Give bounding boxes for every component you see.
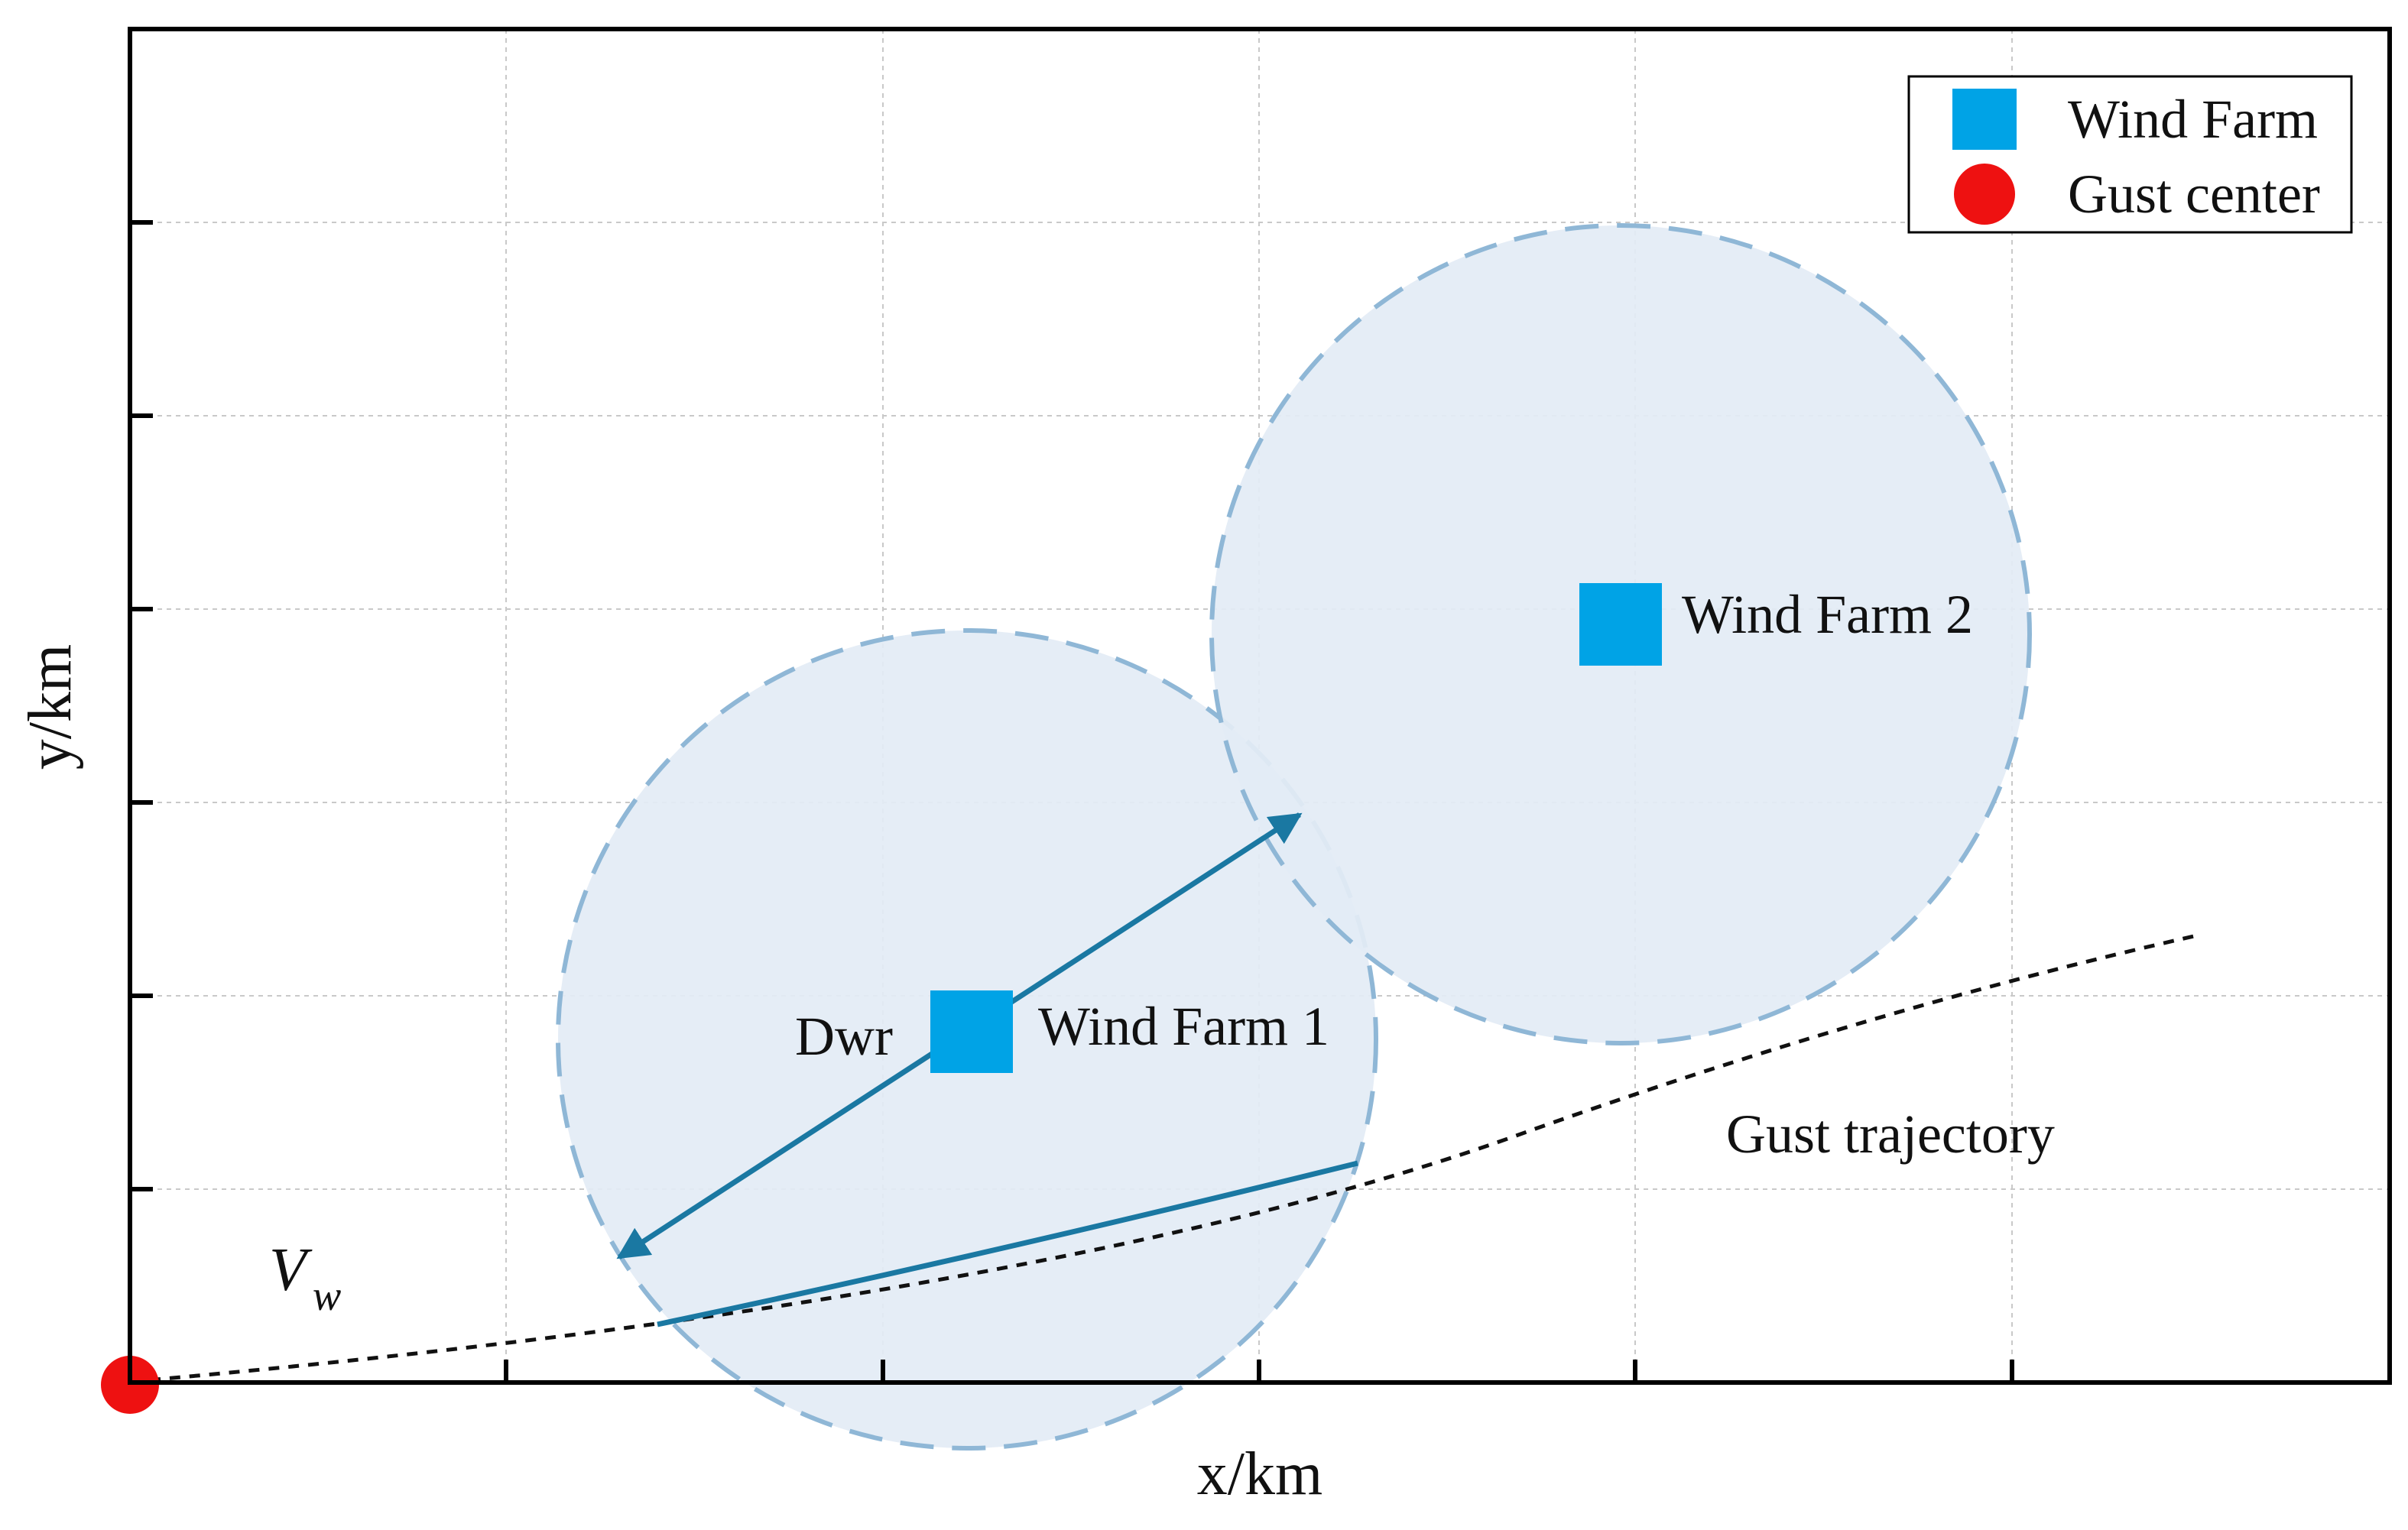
legend: Wind Farm Gust center (1907, 75, 2353, 234)
vw-main-symbol: V (269, 1237, 313, 1304)
dwr-label: Dwr (795, 1006, 893, 1067)
legend-gust-center-label: Gust center (2068, 164, 2320, 225)
vw-subscript: w (313, 1272, 341, 1320)
gust-trajectory-label: Gust trajectory (1726, 1104, 2055, 1165)
wind-farm-1-label: Wind Farm 1 (1038, 996, 1329, 1057)
axis-ticks (130, 220, 2014, 1383)
wind-farm-1-marker (930, 990, 1013, 1073)
legend-wind-farm-label: Wind Farm (2068, 89, 2318, 150)
gust-trajectory-line (129, 934, 2195, 1384)
legend-wind-farm-icon (1952, 89, 2017, 150)
wind-farm-2-label: Wind Farm 2 (1682, 584, 1973, 645)
legend-gust-center-icon (1954, 164, 2015, 225)
wind-farm-2-marker (1579, 583, 1662, 666)
vw-label: V w (269, 1237, 341, 1320)
x-axis-title: x/km (1197, 1441, 1322, 1508)
y-axis-title: y/km (17, 644, 84, 770)
